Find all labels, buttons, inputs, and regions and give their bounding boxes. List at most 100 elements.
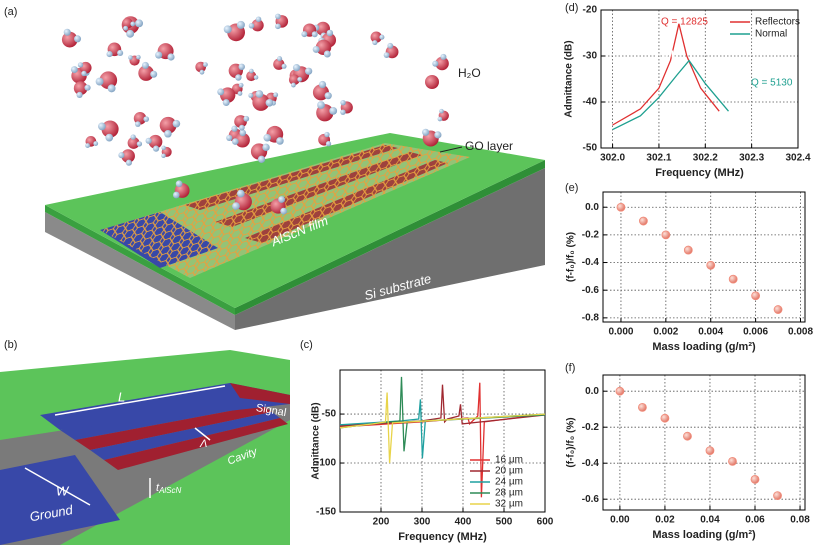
plot-frame	[339, 369, 546, 513]
y-tick-label: -0.8	[582, 312, 600, 323]
x-tick-label: 0.002	[653, 327, 678, 338]
molecule-hydrogen	[439, 108, 444, 114]
molecule-hydrogen	[324, 92, 332, 100]
water-molecules	[61, 13, 449, 215]
substrate-left	[45, 212, 235, 330]
molecule-hydrogen	[305, 67, 313, 75]
molecule-hydrogen	[161, 145, 166, 151]
molecule-hydrogen	[312, 45, 320, 53]
molecule-hydrogen	[238, 82, 244, 88]
molecule-hydrogen	[141, 61, 149, 69]
molecule-oxygen	[315, 21, 330, 36]
data-point	[705, 446, 715, 456]
panel-label: (d)	[565, 2, 578, 14]
data-point	[728, 456, 737, 466]
legend-label: 16 µm	[495, 455, 523, 466]
x-axis-title: Frequency (MHz)	[398, 531, 487, 543]
molecule-hydrogen	[223, 25, 232, 34]
device-illustration	[45, 13, 545, 330]
molecule-hydrogen	[236, 189, 245, 198]
molecule-oxygen	[246, 71, 257, 82]
x-tick-label: 302.1	[646, 153, 671, 164]
molecule-hydrogen	[134, 121, 141, 127]
y-tick-label: -50	[583, 143, 598, 154]
strip	[90, 412, 280, 460]
molecule-hydrogen	[172, 191, 180, 199]
molecule-hydrogen	[125, 159, 132, 166]
molecule-hydrogen	[422, 128, 430, 136]
molecule-oxygen	[288, 74, 300, 86]
y-axis-title: Admittance (dB)	[564, 40, 575, 117]
panel-label: (f)	[565, 362, 575, 374]
molecule-hydrogen	[161, 153, 166, 159]
data-point	[750, 474, 760, 484]
molecule-hydrogen	[324, 131, 330, 138]
bus	[40, 383, 290, 430]
legend-label: Reflectors	[755, 17, 800, 28]
molecule-hydrogen	[317, 101, 325, 109]
x-tick-label: 0.006	[743, 327, 768, 338]
molecule-hydrogen	[276, 137, 284, 145]
y-axis-title: (f-f₀)/f₀ (%)	[566, 232, 577, 282]
molecule-hydrogen	[130, 134, 136, 140]
panel-label: (e)	[565, 182, 578, 194]
thickness-label: tAlScN	[156, 482, 182, 495]
y-tick-label: -0.6	[582, 494, 600, 505]
molecule-hydrogen	[255, 16, 262, 22]
inset-label: PML	[763, 125, 784, 136]
x-tick-label: 0.004	[698, 327, 723, 338]
x-tick-label: 500	[496, 517, 513, 528]
molecule-hydrogen	[93, 141, 99, 146]
data-point	[773, 491, 782, 501]
data-point	[683, 245, 693, 255]
thickness-main: t	[156, 482, 160, 494]
molecule-hydrogen	[387, 42, 394, 49]
molecule-hydrogen	[301, 31, 308, 38]
molecule-hydrogen	[172, 119, 181, 128]
molecule-hydrogen	[257, 155, 266, 163]
y-tick-label: 0.0	[585, 386, 599, 397]
molecule-hydrogen	[432, 60, 439, 67]
molecule-oxygen	[435, 56, 449, 71]
molecule-hydrogen	[117, 49, 124, 57]
molecule-hydrogen	[136, 54, 141, 60]
molecule-hydrogen	[236, 20, 245, 29]
molecule-hydrogen	[70, 66, 78, 74]
data-point	[773, 305, 783, 314]
molecule-oxygen	[235, 132, 250, 148]
molecule-hydrogen	[155, 51, 163, 59]
length-label: L	[118, 389, 125, 404]
molecule-hydrogen	[199, 69, 205, 75]
plot-frame	[602, 374, 806, 511]
annotation: Q = 5130	[751, 78, 793, 89]
legend-label: 28 µm	[495, 488, 523, 499]
x-tick-label: 400	[455, 517, 472, 528]
molecule-oxygen	[121, 149, 135, 163]
data-point	[638, 402, 647, 412]
molecule-hydrogen	[231, 138, 239, 145]
molecule-hydrogen	[123, 25, 128, 31]
signal-label: Signal	[255, 402, 287, 419]
molecule-hydrogen	[128, 55, 133, 60]
molecule-oxygen	[101, 120, 119, 138]
x-tick-label: 300	[414, 517, 431, 528]
molecule-hydrogen	[440, 53, 447, 60]
molecule-hydrogen	[434, 131, 442, 139]
thickness-sub: AlScN	[158, 486, 181, 495]
molecule-hydrogen	[383, 52, 390, 58]
molecule-hydrogen	[74, 35, 82, 43]
molecule-hydrogen	[106, 51, 113, 58]
x-tick-label: 302.2	[693, 153, 718, 164]
data-point	[683, 431, 692, 441]
molecule-hydrogen	[231, 125, 238, 132]
y-tick-label: -0.6	[582, 285, 600, 296]
molecule-oxygen	[273, 58, 285, 70]
molecule-hydrogen	[265, 98, 274, 107]
molecule-hydrogen	[326, 29, 334, 37]
molecule-oxygen	[122, 17, 133, 29]
y-tick-label: -50	[322, 409, 337, 420]
molecule-oxygen	[127, 137, 140, 149]
molecule-hydrogen	[77, 62, 84, 68]
signal-pad	[230, 383, 290, 404]
panel-label: (b)	[4, 339, 17, 351]
